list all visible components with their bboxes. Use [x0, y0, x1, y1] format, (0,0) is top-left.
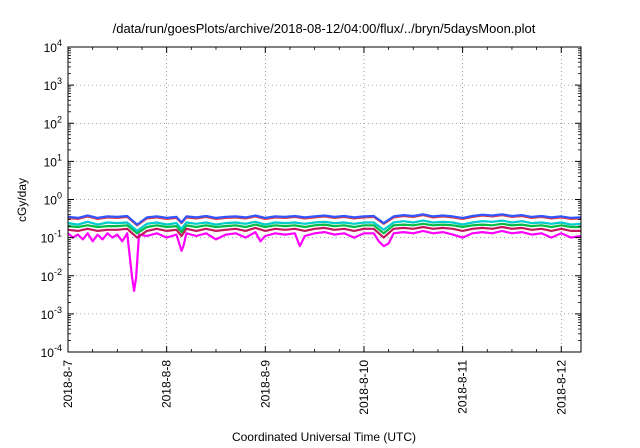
series-line: [67, 229, 582, 292]
y-tick-label: 10-2: [41, 267, 62, 284]
series-line: [67, 222, 581, 235]
y-tick-label: 102: [44, 114, 62, 131]
series-line: [67, 213, 582, 226]
x-tick-label: 2018-8-11: [456, 360, 470, 414]
y-tick-label: 10-1: [41, 229, 62, 246]
y-tick-label: 103: [44, 76, 62, 93]
y-tick-label: 10-3: [41, 305, 62, 322]
y-tick-label: 101: [44, 152, 62, 169]
series-line: [67, 219, 582, 232]
y-axis-label: cGy/day: [15, 178, 29, 222]
x-tick-label: 2018-8-7: [61, 360, 75, 408]
y-tick-label: 10-4: [41, 343, 62, 360]
y-tick-label: 104: [44, 38, 62, 55]
x-tick-label: 2018-8-10: [357, 360, 371, 415]
x-tick-label: 2018-8-8: [160, 360, 174, 408]
x-axis-label: Coordinated Universal Time (UTC): [232, 430, 416, 444]
chart-title: /data/run/goesPlots/archive/2018-08-12/0…: [113, 21, 536, 36]
x-tick-label: 2018-8-12: [554, 360, 568, 415]
series-line: [67, 225, 581, 239]
x-axis: 2018-8-7 2018-8-8 2018-8-9 2018-8-10 2018-8-…: [61, 47, 568, 415]
grid-lines: [67, 47, 581, 352]
series-group: [67, 213, 582, 292]
y-axis: 10-4 10-3 10-2 10-1 100 101 102 103 104: [41, 38, 581, 360]
x-tick-label: 2018-8-9: [258, 360, 272, 408]
y-tick-label: 100: [44, 191, 62, 208]
